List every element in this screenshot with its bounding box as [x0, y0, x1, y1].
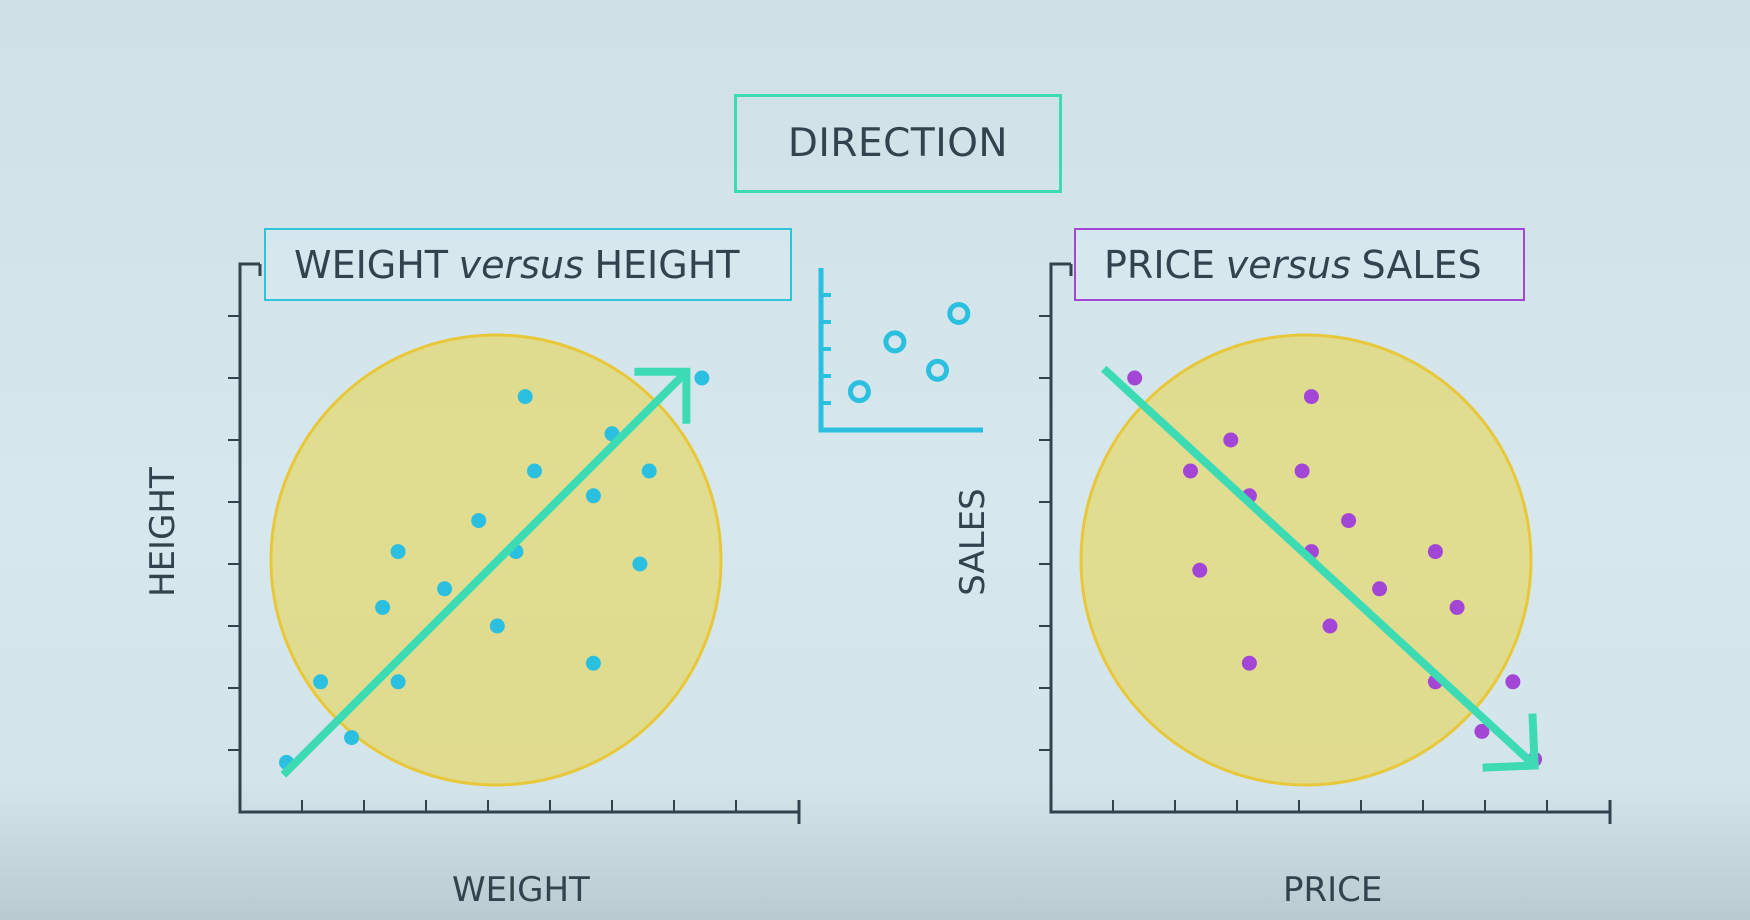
right-chart-title: PRICE versus SALES	[1074, 228, 1525, 301]
scatter-icon-point	[947, 302, 971, 325]
right-title-versus: versus	[1225, 242, 1351, 287]
right-x-axis-label: PRICE	[1283, 870, 1383, 910]
right-data-point	[1427, 544, 1443, 560]
right-data-point	[1303, 389, 1319, 405]
left-data-point	[313, 674, 329, 690]
left-data-point	[632, 556, 648, 572]
right-data-point	[1294, 463, 1310, 479]
left-data-point	[344, 730, 360, 746]
right-data-point	[1505, 674, 1521, 690]
right-trend-arrowhead	[1482, 713, 1539, 772]
left-data-point	[585, 655, 601, 671]
left-title-versus: versus	[458, 242, 584, 287]
direction-title-box: DIRECTION	[734, 94, 1062, 193]
left-title-y: HEIGHT	[594, 242, 740, 287]
scatter-icon-point	[847, 380, 871, 404]
left-data-point	[517, 389, 533, 405]
right-data-point	[1372, 581, 1388, 597]
left-data-point	[694, 370, 710, 386]
right-title-x: PRICE	[1104, 242, 1216, 287]
left-data-point	[437, 581, 453, 597]
scatter-icon-point	[926, 358, 949, 382]
page-title: DIRECTION	[787, 121, 1009, 166]
right-data-point	[1341, 513, 1357, 529]
left-data-point	[585, 488, 601, 504]
right-data-point	[1127, 370, 1143, 386]
scatter-icon-point	[883, 330, 907, 354]
left-title-x: WEIGHT	[294, 242, 449, 287]
right-data-point	[1449, 599, 1465, 615]
left-chart-title: WEIGHT versus HEIGHT	[264, 228, 792, 301]
right-data-point	[1241, 655, 1257, 671]
left-data-point	[375, 599, 391, 615]
left-data-point	[527, 463, 542, 479]
left-data-point	[641, 463, 657, 479]
right-trend-line	[1100, 365, 1538, 769]
right-data-point	[1223, 432, 1239, 448]
left-axes	[238, 262, 799, 814]
left-trend-arrowhead	[634, 367, 691, 424]
left-data-point	[471, 513, 487, 529]
left-data-point	[489, 618, 505, 634]
right-data-point	[1192, 562, 1208, 578]
left-x-axis-label: WEIGHT	[452, 870, 590, 910]
right-axes	[1049, 262, 1610, 814]
right-data-point	[1183, 463, 1198, 479]
left-data-point	[390, 674, 406, 690]
right-title-y: SALES	[1361, 242, 1482, 287]
right-data-point	[1474, 723, 1490, 739]
left-data-point	[390, 544, 406, 560]
right-data-point	[1322, 618, 1338, 634]
left-trend-line	[280, 368, 690, 778]
